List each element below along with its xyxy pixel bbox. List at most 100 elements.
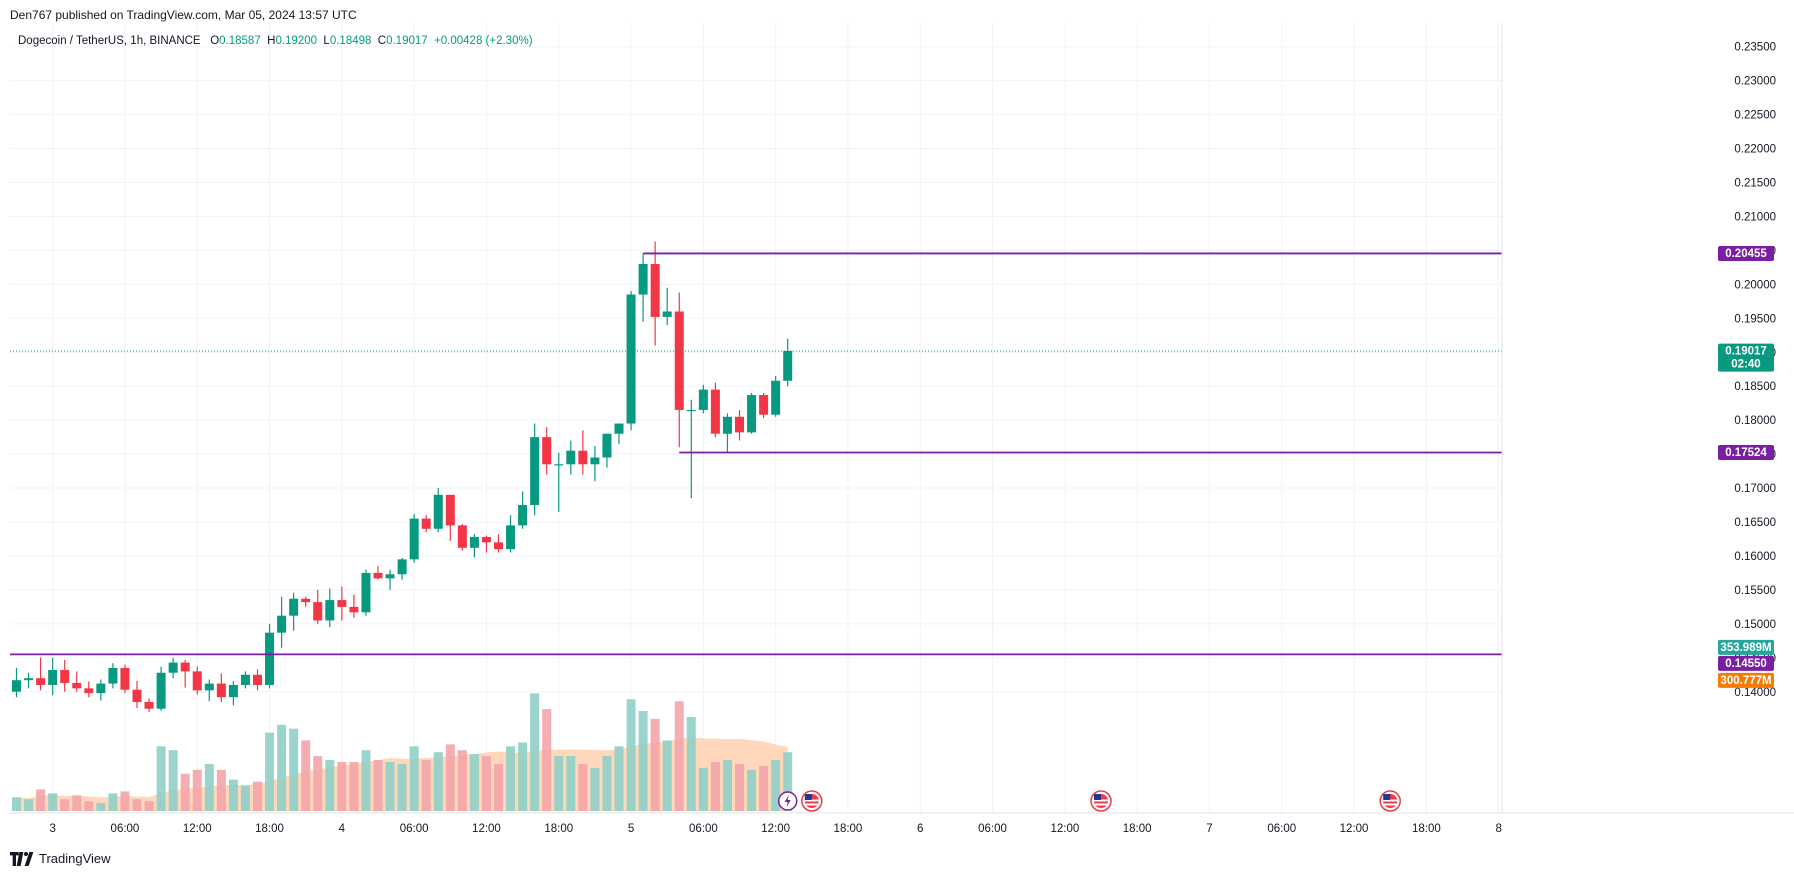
x-tick-label: 4 [339,823,346,835]
volume-bar [674,701,684,811]
candle-body [662,311,672,317]
volume-bar [445,744,455,811]
volume-bar [759,765,769,811]
symbol-legend[interactable]: Dogecoin / TetherUS, 1h, BINANCE O0.1858… [18,35,533,47]
candle-body [409,518,419,560]
volume-bar [253,781,262,811]
candle-body [289,598,299,616]
x-tick-label: 6 [917,823,923,835]
flag-canton-icon [1094,794,1101,800]
x-tick-label: 8 [1495,823,1501,835]
candle-body [602,433,612,458]
candle-body [771,380,781,415]
candle-body [674,311,684,410]
level-price-tag-bg [1718,655,1774,671]
y-tick-label: 0.19500 [1734,313,1776,325]
volume-bar [349,762,359,811]
symbol-name[interactable]: Dogecoin / TetherUS, 1h, BINANCE [18,35,201,47]
volume-bar [289,728,299,811]
flag-stripe-icon [1094,799,1108,802]
candle-body [60,670,70,683]
volume-bar [265,732,275,811]
candle-body [84,688,94,694]
y-tick-label: 0.15500 [1734,585,1776,597]
high-value: 0.19200 [275,35,318,47]
volume-bar [337,762,347,811]
y-tick-label: 0.14000 [1734,687,1776,699]
x-tick-label: 06:00 [1267,823,1296,835]
candle-body [542,437,552,465]
volume-ma-tag-bg [1718,672,1774,688]
candle-body [469,536,479,548]
volume-bar [12,797,21,811]
candle-body [759,395,769,415]
close-label: C [377,35,387,47]
y-tick-label: 0.16000 [1734,551,1776,563]
volume-bar [361,750,371,811]
x-tick-label: 3 [49,823,55,835]
candle-body [265,632,275,685]
x-tick-label: 5 [628,823,634,835]
candle-body [518,505,528,526]
volume-tag-bg [1718,639,1774,655]
candle-body [24,678,34,681]
candle-body [313,602,323,621]
candle-body [433,494,443,529]
candle-body [349,606,359,613]
candle-body [590,457,600,465]
candle-body [168,662,178,673]
level-price-tag-bg [1718,245,1774,261]
candle-body [361,572,371,613]
volume-bar [228,779,238,811]
volume-bar [240,785,250,811]
x-tick-label: 12:00 [183,823,212,835]
x-tick-label: 18:00 [834,823,863,835]
brand-name: TradingView [39,851,111,866]
candle-body [12,680,21,692]
x-tick-label: 06:00 [400,823,429,835]
volume-bar [108,793,118,811]
volume-bar [72,795,82,811]
y-tick-label: 0.15000 [1734,619,1776,631]
chart-area[interactable]: 0.23500 0.23000 0.22500 0.22000 0.21500 0.210… [10,23,1794,846]
volume-bar [192,769,202,811]
volume-bar [301,740,311,811]
volume-bar [433,752,443,811]
volume-bar [686,716,696,811]
x-tick-label: 06:00 [689,823,718,835]
candle-body [204,683,214,691]
volume-bar [710,762,720,811]
volume-bar [506,746,516,811]
last-price-tag-text: 02:40 [1731,359,1760,371]
low-value: 0.18498 [329,35,372,47]
candle-body [108,667,118,684]
volume-bar [409,746,419,811]
volume-bar [626,699,636,811]
tradingview-brand[interactable]: TradingView [10,851,111,866]
candle-body [156,672,166,709]
volume-bar [566,756,576,811]
candle-body [445,494,455,526]
flag-stripe-icon [804,799,819,802]
candle-body [96,683,106,694]
x-tick-label: 18:00 [544,823,573,835]
volume-bar [144,801,154,811]
change-value: +0.00428 (+2.30%) [434,35,533,47]
x-tick-label: 12:00 [1340,823,1369,835]
volume-bar [24,799,34,811]
candlestick-chart[interactable]: 0.23500 0.23000 0.22500 0.22000 0.21500 0.210… [10,23,1794,846]
volume-bar [771,760,781,811]
volume-bar [385,762,395,811]
candle-body [626,294,636,424]
candle-body [337,600,347,607]
volume-bar [590,767,600,811]
volume-bar [783,752,793,811]
y-tick-label: 0.18500 [1734,381,1776,393]
y-tick-label: 0.17000 [1734,483,1776,495]
volume-bar [747,769,757,811]
volume-bar [313,756,323,811]
candle-body [36,678,46,685]
flag-canton-icon [1383,794,1391,800]
x-tick-label: 06:00 [111,823,140,835]
last-price-tag-text: 0.19017 [1725,346,1767,358]
